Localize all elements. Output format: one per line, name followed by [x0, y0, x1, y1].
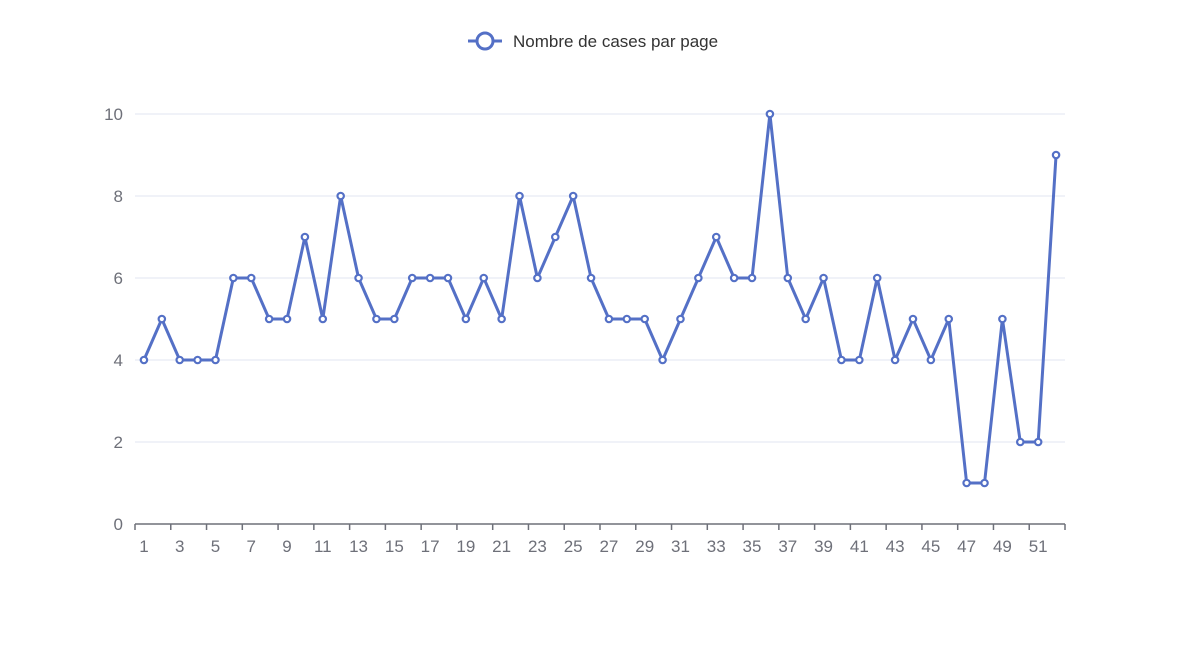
grid-lines: [135, 113, 1065, 443]
y-tick-label: 2: [114, 433, 123, 452]
data-point[interactable]: [407, 273, 417, 283]
data-point[interactable]: [515, 191, 524, 201]
data-point[interactable]: [801, 314, 810, 324]
data-point[interactable]: [694, 273, 703, 283]
x-tick-label: 17: [421, 537, 440, 556]
x-tick-label: 31: [671, 537, 690, 556]
legend[interactable]: Nombre de cases par page: [468, 31, 718, 51]
data-point[interactable]: [282, 314, 292, 324]
x-tick-label: 49: [993, 537, 1012, 556]
y-axis-labels: 0 2 4 6 8 10: [104, 105, 123, 534]
data-point[interactable]: [962, 478, 971, 488]
data-point[interactable]: [622, 314, 632, 324]
data-point[interactable]: [926, 355, 936, 365]
data-point[interactable]: [264, 314, 274, 324]
x-tick-label: 25: [564, 537, 583, 556]
data-point[interactable]: [336, 191, 345, 201]
data-point[interactable]: [229, 273, 238, 283]
data-point[interactable]: [390, 314, 399, 324]
data-point[interactable]: [372, 314, 381, 324]
data-point[interactable]: [890, 355, 900, 365]
x-tick-label: 19: [456, 537, 475, 556]
series-nombre-de-cases: [139, 109, 1061, 488]
x-tick-label: 5: [211, 537, 220, 556]
x-tick-label: 21: [492, 537, 511, 556]
legend-marker-icon: [475, 31, 495, 51]
x-tick-label: 1: [139, 537, 148, 556]
x-tick-label: 7: [247, 537, 256, 556]
x-tick-label: 13: [349, 537, 368, 556]
data-point[interactable]: [175, 355, 185, 365]
data-point[interactable]: [497, 314, 506, 324]
data-point[interactable]: [837, 355, 846, 365]
x-tick-label: 37: [778, 537, 797, 556]
data-point[interactable]: [908, 314, 918, 324]
y-tick-label: 8: [114, 187, 123, 206]
y-tick-label: 6: [114, 269, 123, 288]
data-point[interactable]: [658, 355, 667, 365]
data-point[interactable]: [425, 273, 435, 283]
x-tick-label: 9: [282, 537, 291, 556]
x-tick-label: 27: [599, 537, 618, 556]
data-point[interactable]: [1015, 437, 1025, 447]
x-tick-label: 35: [743, 537, 762, 556]
data-point[interactable]: [246, 273, 256, 283]
x-tick-label: 41: [850, 537, 869, 556]
data-point[interactable]: [479, 273, 489, 283]
data-point[interactable]: [211, 355, 220, 365]
data-point[interactable]: [783, 273, 793, 283]
data-point[interactable]: [354, 273, 363, 283]
data-point[interactable]: [1033, 437, 1043, 447]
data-point[interactable]: [586, 273, 596, 283]
x-tick-label: 23: [528, 537, 547, 556]
data-point[interactable]: [944, 314, 954, 324]
data-point[interactable]: [300, 232, 310, 242]
data-point[interactable]: [1051, 150, 1061, 160]
x-tick-label: 51: [1029, 537, 1048, 556]
data-point[interactable]: [640, 314, 650, 324]
data-point[interactable]: [980, 478, 989, 488]
data-point[interactable]: [533, 273, 542, 283]
data-point[interactable]: [193, 355, 202, 365]
data-point[interactable]: [819, 273, 828, 283]
data-point[interactable]: [139, 355, 149, 365]
data-point[interactable]: [711, 232, 721, 242]
series-line: [142, 112, 1058, 485]
data-point[interactable]: [747, 273, 757, 283]
x-tick-label: 3: [175, 537, 184, 556]
x-tick-label: 15: [385, 537, 404, 556]
data-point[interactable]: [550, 232, 560, 242]
x-tick-label: 45: [921, 537, 940, 556]
legend-label: Nombre de cases par page: [513, 32, 718, 51]
x-tick-label: 39: [814, 537, 833, 556]
y-tick-label: 4: [114, 351, 123, 370]
data-point[interactable]: [568, 191, 578, 201]
x-tick-label: 29: [635, 537, 654, 556]
data-point[interactable]: [157, 314, 167, 324]
data-point[interactable]: [461, 314, 471, 324]
data-point[interactable]: [872, 273, 882, 283]
data-point[interactable]: [765, 109, 775, 119]
data-point[interactable]: [443, 273, 453, 283]
x-tick-label: 33: [707, 537, 726, 556]
x-tick-label: 47: [957, 537, 976, 556]
data-point[interactable]: [604, 314, 614, 324]
x-axis: 1 3 5 7 9 11 13 15 17 19 21 23 25 27 29 31 33 35 37 39 41 43 4…: [134, 523, 1066, 556]
data-point[interactable]: [855, 355, 864, 365]
data-point[interactable]: [998, 314, 1007, 324]
x-tick-label: 43: [886, 537, 905, 556]
data-point[interactable]: [729, 273, 739, 283]
data-point[interactable]: [676, 314, 685, 324]
y-tick-label: 10: [104, 105, 123, 124]
data-point[interactable]: [318, 314, 328, 324]
x-tick-label: 11: [314, 537, 332, 556]
y-tick-label: 0: [114, 515, 123, 534]
